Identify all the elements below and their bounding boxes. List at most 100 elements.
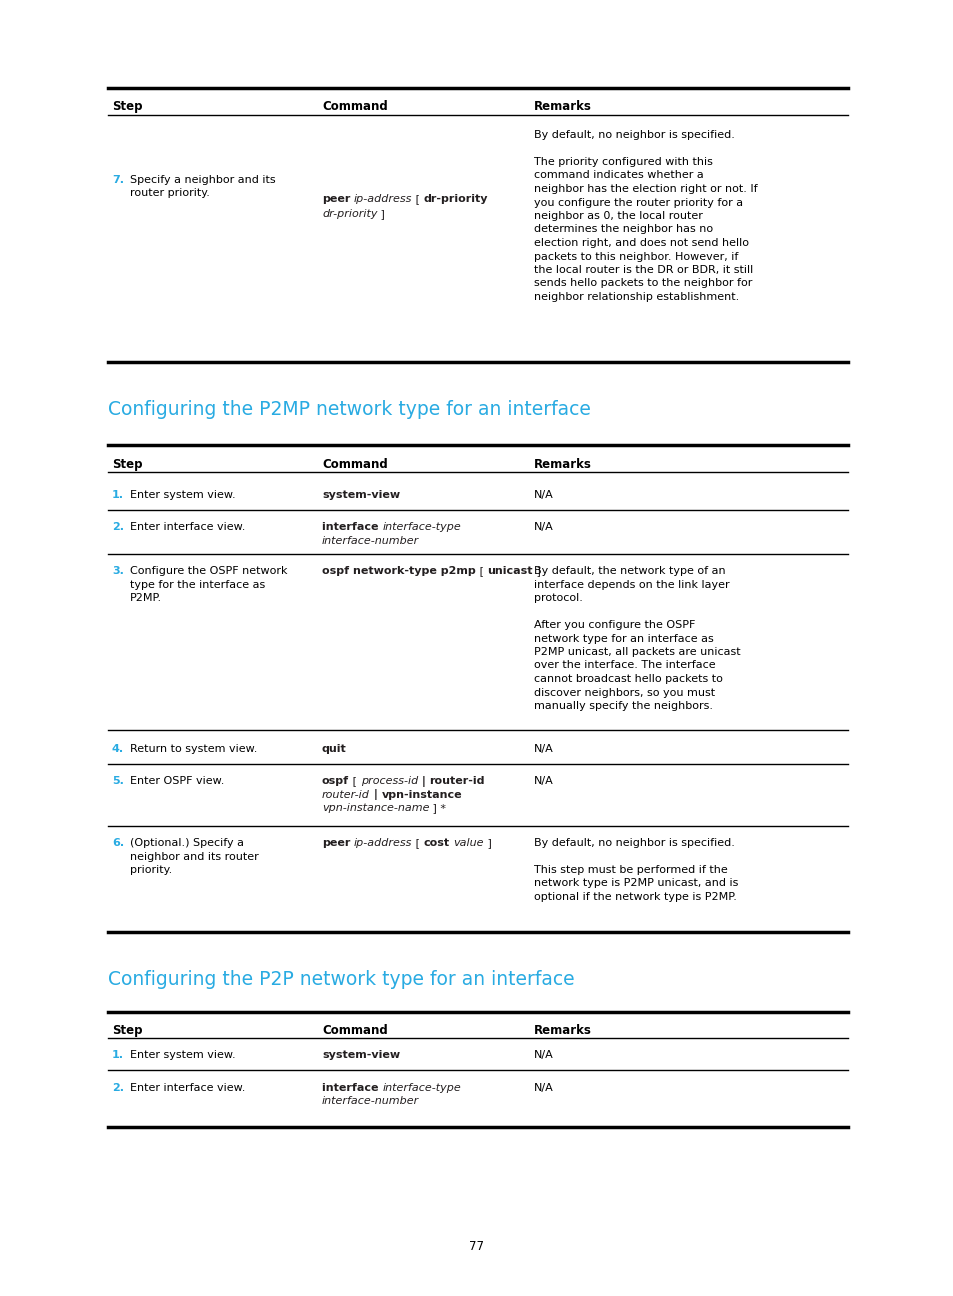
- Text: Remarks: Remarks: [534, 1024, 591, 1037]
- Text: determines the neighbor has no: determines the neighbor has no: [534, 224, 713, 235]
- Text: Remarks: Remarks: [534, 100, 591, 113]
- Text: interface-number: interface-number: [322, 1096, 418, 1107]
- Text: Command: Command: [322, 457, 387, 470]
- Text: After you configure the OSPF: After you configure the OSPF: [534, 619, 695, 630]
- Text: By default, no neighbor is specified.: By default, no neighbor is specified.: [534, 839, 734, 848]
- Text: Enter system view.: Enter system view.: [130, 1050, 235, 1060]
- Text: |: |: [417, 776, 429, 787]
- Text: Command: Command: [322, 100, 387, 113]
- Text: unicast: unicast: [487, 566, 532, 575]
- Text: [: [: [349, 776, 360, 785]
- Text: Step: Step: [112, 1024, 142, 1037]
- Text: [: [: [412, 194, 423, 203]
- Text: ospf network-type p2mp: ospf network-type p2mp: [322, 566, 476, 575]
- Text: Return to system view.: Return to system view.: [130, 744, 257, 754]
- Text: Enter interface view.: Enter interface view.: [130, 522, 245, 531]
- Text: N/A: N/A: [534, 1083, 553, 1093]
- Text: [: [: [412, 839, 423, 848]
- Text: sends hello packets to the neighbor for: sends hello packets to the neighbor for: [534, 279, 752, 289]
- Text: Enter interface view.: Enter interface view.: [130, 1083, 245, 1093]
- Text: command indicates whether a: command indicates whether a: [534, 171, 703, 180]
- Text: Remarks: Remarks: [534, 457, 591, 470]
- Text: ]: ]: [532, 566, 540, 575]
- Text: the local router is the DR or BDR, it still: the local router is the DR or BDR, it st…: [534, 264, 753, 275]
- Text: 2.: 2.: [112, 1083, 124, 1093]
- Text: quit: quit: [322, 744, 346, 754]
- Text: By default, no neighbor is specified.: By default, no neighbor is specified.: [534, 130, 734, 140]
- Text: 6.: 6.: [112, 839, 124, 848]
- Text: P2MP unicast, all packets are unicast: P2MP unicast, all packets are unicast: [534, 647, 740, 657]
- Text: priority.: priority.: [130, 864, 172, 875]
- Text: 1.: 1.: [112, 1050, 124, 1060]
- Text: packets to this neighbor. However, if: packets to this neighbor. However, if: [534, 251, 738, 262]
- Text: N/A: N/A: [534, 1050, 553, 1060]
- Text: cannot broadcast hello packets to: cannot broadcast hello packets to: [534, 674, 722, 684]
- Text: vpn-instance: vpn-instance: [381, 789, 462, 800]
- Text: you configure the router priority for a: you configure the router priority for a: [534, 197, 742, 207]
- Text: N/A: N/A: [534, 490, 553, 500]
- Text: type for the interface as: type for the interface as: [130, 579, 265, 590]
- Text: Configuring the P2MP network type for an interface: Configuring the P2MP network type for an…: [108, 400, 590, 419]
- Text: election right, and does not send hello: election right, and does not send hello: [534, 238, 748, 248]
- Text: peer: peer: [322, 839, 350, 848]
- Text: system-view: system-view: [322, 490, 399, 500]
- Text: 77: 77: [469, 1240, 484, 1253]
- Text: system-view: system-view: [322, 1050, 399, 1060]
- Text: Step: Step: [112, 100, 142, 113]
- Text: 1.: 1.: [112, 490, 124, 500]
- Text: Step: Step: [112, 457, 142, 470]
- Text: P2MP.: P2MP.: [130, 594, 162, 603]
- Text: 7.: 7.: [112, 175, 124, 185]
- Text: [: [: [476, 566, 487, 575]
- Text: By default, the network type of an: By default, the network type of an: [534, 566, 725, 575]
- Text: (Optional.) Specify a: (Optional.) Specify a: [130, 839, 244, 848]
- Text: discover neighbors, so you must: discover neighbors, so you must: [534, 687, 715, 697]
- Text: |: |: [370, 789, 381, 801]
- Text: vpn-instance-name: vpn-instance-name: [322, 804, 429, 813]
- Text: ]: ]: [377, 209, 385, 219]
- Text: Enter OSPF view.: Enter OSPF view.: [130, 776, 224, 785]
- Text: protocol.: protocol.: [534, 594, 582, 603]
- Text: neighbor relationship establishment.: neighbor relationship establishment.: [534, 292, 739, 302]
- Text: network type is P2MP unicast, and is: network type is P2MP unicast, and is: [534, 879, 738, 889]
- Text: ospf: ospf: [322, 776, 349, 785]
- Text: network type for an interface as: network type for an interface as: [534, 634, 713, 644]
- Text: ip-address: ip-address: [354, 839, 412, 848]
- Text: interface: interface: [322, 522, 382, 531]
- Text: 4.: 4.: [112, 744, 124, 754]
- Text: over the interface. The interface: over the interface. The interface: [534, 661, 715, 670]
- Text: neighbor has the election right or not. If: neighbor has the election right or not. …: [534, 184, 757, 194]
- Text: value: value: [453, 839, 483, 848]
- Text: Specify a neighbor and its: Specify a neighbor and its: [130, 175, 275, 185]
- Text: manually specify the neighbors.: manually specify the neighbors.: [534, 701, 712, 712]
- Text: 3.: 3.: [112, 566, 124, 575]
- Text: interface depends on the link layer: interface depends on the link layer: [534, 579, 729, 590]
- Text: Enter system view.: Enter system view.: [130, 490, 235, 500]
- Text: interface-type: interface-type: [382, 1083, 460, 1093]
- Text: The priority configured with this: The priority configured with this: [534, 157, 712, 167]
- Text: ip-address: ip-address: [354, 194, 412, 203]
- Text: ] *: ] *: [429, 804, 446, 813]
- Text: 2.: 2.: [112, 522, 124, 531]
- Text: interface: interface: [322, 1083, 382, 1093]
- Text: interface-type: interface-type: [382, 522, 460, 531]
- Text: dr-priority: dr-priority: [322, 209, 377, 219]
- Text: N/A: N/A: [534, 744, 553, 754]
- Text: neighbor as 0, the local router: neighbor as 0, the local router: [534, 211, 702, 222]
- Text: optional if the network type is P2MP.: optional if the network type is P2MP.: [534, 892, 736, 902]
- Text: peer: peer: [322, 194, 350, 203]
- Text: N/A: N/A: [534, 522, 553, 531]
- Text: dr-priority: dr-priority: [423, 194, 488, 203]
- Text: Configure the OSPF network: Configure the OSPF network: [130, 566, 287, 575]
- Text: router-id: router-id: [429, 776, 485, 785]
- Text: router priority.: router priority.: [130, 188, 210, 198]
- Text: cost: cost: [423, 839, 450, 848]
- Text: process-id: process-id: [360, 776, 417, 785]
- Text: Configuring the P2P network type for an interface: Configuring the P2P network type for an …: [108, 969, 574, 989]
- Text: neighbor and its router: neighbor and its router: [130, 851, 258, 862]
- Text: router-id: router-id: [322, 789, 370, 800]
- Text: Command: Command: [322, 1024, 387, 1037]
- Text: N/A: N/A: [534, 776, 553, 785]
- Text: 5.: 5.: [112, 776, 124, 785]
- Text: interface-number: interface-number: [322, 535, 418, 546]
